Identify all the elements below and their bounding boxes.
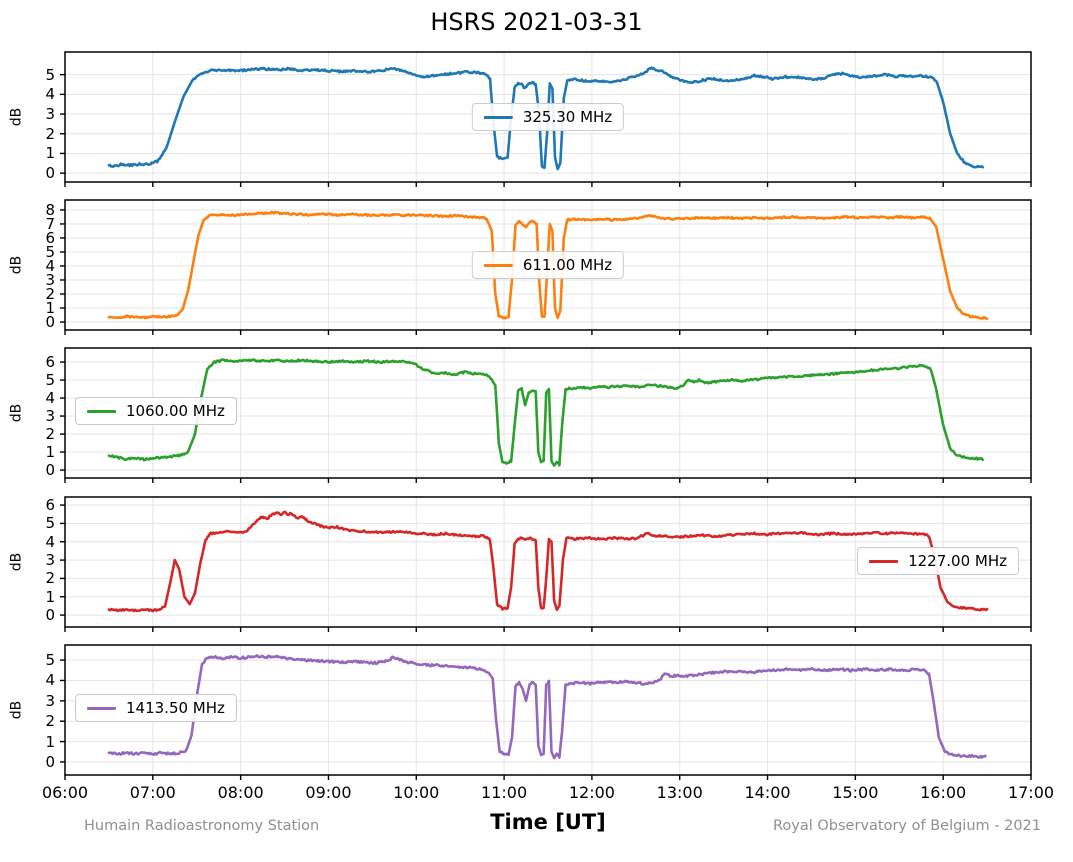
series-line-1227-00-mhz xyxy=(107,510,989,613)
y-tick-label: 3 xyxy=(45,407,55,426)
y-tick-label: 0 xyxy=(45,752,55,771)
legend-label: 611.00 MHz xyxy=(522,256,613,274)
x-tick-label: 09:00 xyxy=(305,783,352,802)
series-line-1060-00-mhz xyxy=(107,358,984,467)
x-tick-label: 16:00 xyxy=(920,783,967,802)
y-tick-label: 4 xyxy=(45,671,55,690)
legend-611-00-mhz: 611.00 MHz xyxy=(471,251,625,279)
y-tick-label: 2 xyxy=(45,284,55,303)
legend-label: 1060.00 MHz xyxy=(126,402,225,420)
legend-line-swatch xyxy=(87,409,116,413)
y-tick-label: 7 xyxy=(45,214,55,233)
y-tick-label: 5 xyxy=(45,65,55,84)
y-tick-label: 5 xyxy=(45,371,55,390)
y-tick-label: 2 xyxy=(45,124,55,143)
y-tick-label: 1 xyxy=(45,299,55,317)
x-tick-label: 10:00 xyxy=(393,783,440,802)
y-tick-label: 3 xyxy=(45,691,55,710)
legend-line-swatch xyxy=(869,559,899,563)
x-tick-label: 08:00 xyxy=(217,783,264,802)
y-tick-label: 0 xyxy=(45,313,55,331)
legend-1227-00-mhz: 1227.00 MHz xyxy=(857,547,1019,575)
x-tick-label: 07:00 xyxy=(129,783,176,802)
chart-title: HSRS 2021-03-31 xyxy=(430,8,643,36)
y-tick-label: 6 xyxy=(45,228,55,247)
y-tick-label: 4 xyxy=(45,532,55,551)
x-tick-label: 14:00 xyxy=(744,783,791,802)
y-tick-label: 5 xyxy=(45,242,55,261)
y-tick-label: 4 xyxy=(45,256,55,275)
y-tick-label: 4 xyxy=(45,389,55,408)
y-tick-label: 1 xyxy=(45,732,55,751)
footer-observatory-credit: Royal Observatory of Belgium - 2021 xyxy=(772,818,1041,834)
legend-label: 1227.00 MHz xyxy=(908,552,1007,570)
y-tick-label: 8 xyxy=(45,200,55,219)
y-tick-label: 6 xyxy=(45,353,55,372)
x-axis-label: Time [UT] xyxy=(490,810,606,834)
y-tick-label: 4 xyxy=(45,85,55,104)
y-tick-label: 0 xyxy=(45,164,55,183)
y-tick-label: 3 xyxy=(45,105,55,124)
x-tick-label: 17:00 xyxy=(1007,783,1055,802)
legend-line-swatch xyxy=(483,115,513,119)
footer-station-credit: Humain Radioastronomy Station xyxy=(84,818,320,834)
y-tick-label: 2 xyxy=(45,569,55,588)
legend-label: 1413.50 MHz xyxy=(126,699,225,717)
y-tick-label: 1 xyxy=(45,144,55,163)
plot-area-1227-00-mhz xyxy=(60,496,1032,632)
y-tick-label: 0 xyxy=(45,606,55,625)
y-tick-label: 1 xyxy=(45,443,55,462)
plot-area-325-30-mhz xyxy=(60,51,1032,187)
y-tick-label: 3 xyxy=(45,270,55,289)
y-tick-label: 1 xyxy=(45,587,55,606)
y-tick-label: 3 xyxy=(45,551,55,570)
legend-label: 325.30 MHz xyxy=(522,108,613,126)
y-tick-label: 0 xyxy=(45,461,55,480)
legend-325-30-mhz: 325.30 MHz xyxy=(471,103,625,131)
y-tick-label: 6 xyxy=(45,496,55,515)
y-tick-label: 2 xyxy=(45,712,55,731)
legend-line-swatch xyxy=(483,263,513,267)
legend-1060-00-mhz: 1060.00 MHz xyxy=(75,397,237,425)
series-line-1413-50-mhz xyxy=(107,654,987,760)
x-tick-label: 12:00 xyxy=(568,783,615,802)
legend-1413-50-mhz: 1413.50 MHz xyxy=(75,694,237,722)
legend-line-swatch xyxy=(87,706,116,710)
y-tick-label: 5 xyxy=(45,651,55,670)
x-tick-label: 06:00 xyxy=(41,783,89,802)
plot-area-1413-50-mhz xyxy=(60,644,1032,780)
y-tick-label: 2 xyxy=(45,425,55,444)
x-tick-label: 15:00 xyxy=(832,783,879,802)
x-tick-label: 13:00 xyxy=(656,783,703,802)
y-tick-label: 5 xyxy=(45,514,55,533)
x-tick-label: 11:00 xyxy=(481,783,528,802)
series-line-325-30-mhz xyxy=(107,66,984,171)
